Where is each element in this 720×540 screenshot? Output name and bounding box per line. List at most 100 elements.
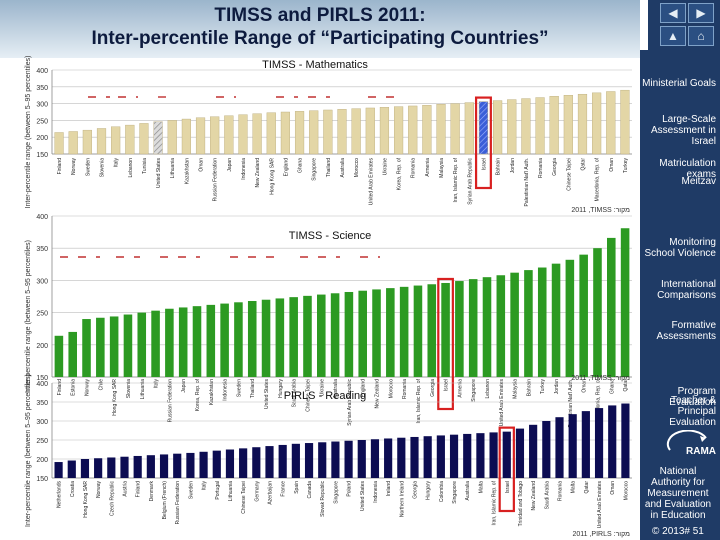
x-tick-label: Lithuania — [170, 158, 176, 179]
x-tick-label: Thailand — [326, 158, 332, 177]
sidebar-item-meitzav[interactable]: Meitzav — [681, 176, 716, 187]
x-tick-label: Chinese Taipei — [305, 379, 311, 412]
bar — [594, 408, 604, 478]
bar — [476, 433, 485, 478]
x-tick-label: Saudi Arabia — [292, 379, 298, 408]
x-tick-label: Hong Kong SAR — [269, 158, 275, 195]
bar — [137, 312, 147, 377]
chart-title: TIMSS - Science — [289, 230, 372, 242]
bar — [153, 121, 163, 155]
x-tick-label: Australia — [340, 158, 346, 178]
bar — [468, 279, 478, 377]
sidebar-item-rama[interactable]: RAMA — [686, 446, 716, 457]
x-tick-label: Turkey — [540, 379, 546, 395]
x-tick-label: Russian Federation — [167, 379, 173, 423]
sidebar-item-national-authority[interactable]: National Authority for Measurement and E… — [644, 466, 712, 521]
x-tick-label: Iran, Islamic Rep. of — [416, 378, 422, 423]
x-tick-label: Lithuania — [140, 379, 146, 400]
chart-panel-2: 150 200 250 300 350 400 Finland Estonia Norway Ch… — [25, 214, 632, 427]
up-button[interactable]: ▲ — [660, 26, 686, 46]
x-tick-label: Norway — [85, 379, 91, 396]
bar — [266, 112, 276, 155]
y-axis-label: Inter-percentile range (between 5–95 per… — [25, 56, 32, 209]
x-tick-label: Trinidad and Tobago — [518, 481, 524, 527]
x-tick-label: Russian Federation — [175, 481, 181, 525]
x-tick-label: Syrian Arab Republic — [467, 158, 473, 205]
x-tick-label: Oman — [199, 158, 205, 172]
x-tick-label: Iran, Islamic Rep. of — [492, 480, 498, 525]
sidebar-item-formative-assessments[interactable]: Formative Assessments — [656, 320, 716, 342]
sidebar-item-large-scale-assessment[interactable]: Large-Scale Assessment in Israel — [650, 114, 716, 147]
bar — [220, 303, 229, 377]
bar — [529, 424, 538, 478]
x-tick-label: Ireland — [386, 481, 392, 497]
bar — [186, 452, 195, 478]
bar — [577, 93, 588, 155]
x-tick-label: Chinese Taipei — [566, 158, 572, 191]
x-tick-label: Canada — [307, 481, 313, 499]
x-tick-label: Tunisia — [142, 158, 148, 174]
bar — [399, 286, 409, 377]
bar — [436, 435, 445, 478]
x-tick-label: Bahrain — [526, 379, 532, 396]
bar — [165, 308, 174, 377]
bar — [68, 331, 77, 377]
bar — [397, 437, 406, 478]
bar — [551, 263, 561, 377]
x-tick-label: Sweden — [188, 481, 194, 499]
bar — [238, 114, 248, 155]
bar — [563, 94, 573, 155]
sidebar-item-program-evaluation[interactable]: Program Evaluation — [669, 386, 716, 408]
x-tick-label: Azerbaijan — [268, 481, 274, 505]
bar — [358, 290, 367, 377]
bar — [478, 101, 489, 155]
x-tick-label: Armenia — [457, 379, 463, 398]
x-tick-label: United Arab Emirates — [368, 158, 374, 206]
sidebar-item-teacher-evaluation[interactable]: Teacher & Principal Evaluation — [669, 395, 716, 428]
bar — [592, 92, 602, 155]
sidebar-item-international-comparisons[interactable]: International Comparisons — [657, 279, 716, 301]
sidebar-item-matriculation[interactable]: Matriculation exams — [659, 158, 716, 180]
x-tick-label: Turkey — [623, 158, 629, 174]
bar — [357, 440, 366, 478]
bar — [68, 131, 78, 155]
bar — [413, 285, 423, 377]
y-tick-label: 350 — [36, 85, 48, 92]
bar — [568, 414, 577, 478]
x-tick-label: Malaysia — [513, 379, 519, 399]
y-tick-label: 150 — [36, 476, 48, 483]
bar — [323, 109, 333, 155]
israel-highlight-box — [498, 426, 515, 513]
x-tick-label: New Zealand — [531, 481, 537, 511]
x-tick-label: Japan — [181, 379, 187, 393]
x-tick-label: Ghana — [298, 158, 304, 173]
x-tick-label: Italy — [154, 379, 160, 389]
next-slide-button[interactable]: ▶ — [688, 3, 714, 23]
source-note-pirls: 2011 ,PIRLS :מקור — [572, 531, 630, 538]
bar — [423, 436, 432, 478]
x-tick-label: France — [281, 481, 287, 497]
x-tick-label: Finland — [57, 379, 63, 396]
prev-slide-button[interactable]: ◀ — [660, 3, 686, 23]
bar — [54, 335, 64, 377]
y-axis-label: Inter-percentile range (between 5–95 per… — [25, 240, 32, 393]
bar — [593, 248, 602, 377]
x-tick-label: Ukraine — [319, 379, 325, 396]
x-tick-label: Georgia — [430, 379, 436, 397]
sidebar-item-ministerial-goals[interactable]: Ministerial Goals — [642, 78, 716, 89]
x-tick-label: Ghana — [609, 379, 615, 394]
x-tick-label: Hungary — [278, 379, 284, 398]
bar — [555, 417, 564, 478]
chart-title: TIMSS - Mathematics — [262, 59, 368, 71]
home-button[interactable]: ⌂ — [688, 26, 714, 46]
bar — [225, 449, 235, 478]
bar — [210, 116, 220, 155]
x-tick-label: Singapore — [452, 481, 458, 504]
sidebar-item-monitoring-violence[interactable]: Monitoring School Violence — [644, 237, 716, 259]
bar — [212, 450, 221, 478]
bar — [82, 129, 92, 155]
x-tick-label: Indonesia — [223, 379, 229, 401]
bar — [252, 447, 261, 478]
bar — [167, 120, 177, 155]
chart-title: PIRLS - Reading — [284, 390, 367, 402]
